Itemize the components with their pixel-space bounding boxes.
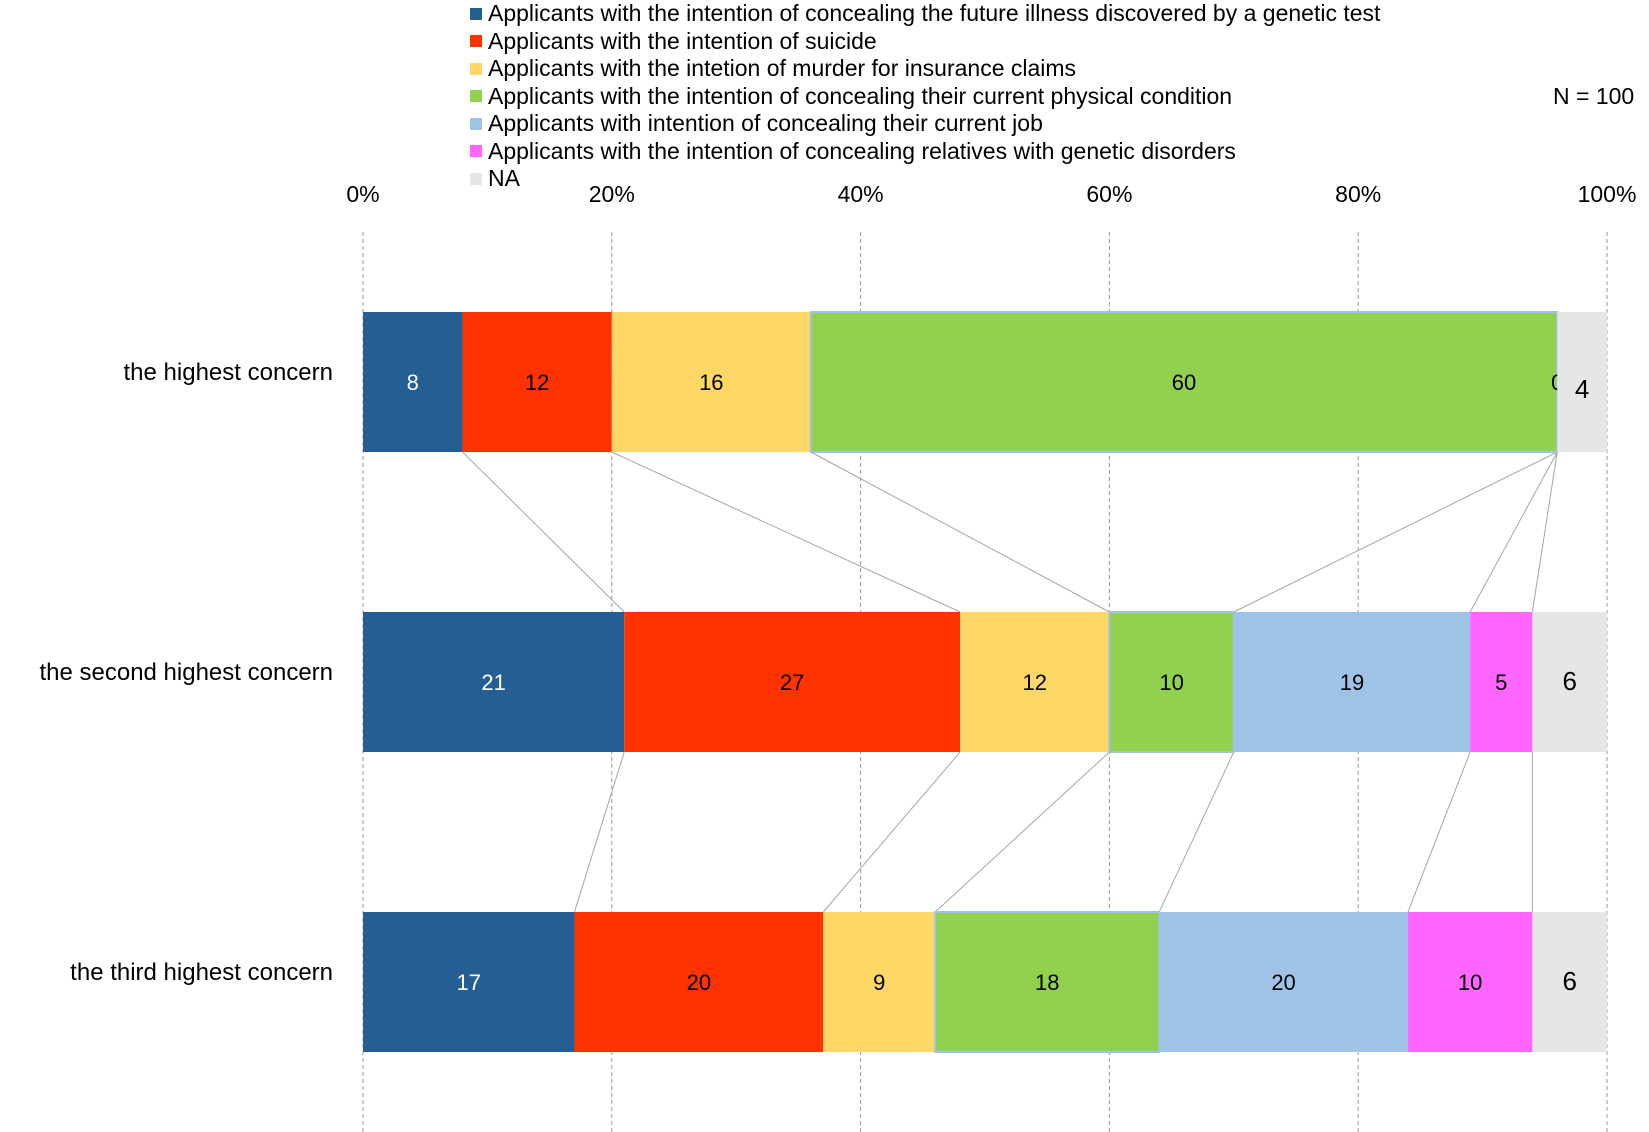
data-label: 19 (1340, 670, 1364, 695)
sample-size-label: N = 100 (1553, 83, 1635, 109)
chart-legend: Applicants with the intention of conceal… (470, 0, 1380, 193)
legend-swatch (470, 62, 482, 75)
category-label: the third highest concern (70, 959, 333, 986)
legend-label: Applicants with the intention of conceal… (488, 137, 1236, 164)
bar-segment (960, 612, 1110, 752)
data-label: 21 (481, 670, 505, 695)
data-label: 6 (1562, 966, 1576, 996)
data-label: 6 (1562, 666, 1576, 696)
bar-segment (1532, 612, 1607, 752)
bar-segment (1108, 611, 1235, 753)
data-label: 10 (1458, 970, 1482, 995)
legend-label: Applicants with the intetion of murder f… (488, 55, 1077, 82)
bar-segment (1532, 912, 1607, 1052)
connector-line (611, 451, 961, 613)
legend-item: NA (470, 165, 1380, 193)
legend-label: Applicants with intention of concealing … (488, 110, 1043, 137)
legend-swatch (470, 145, 482, 158)
connector-line (934, 751, 1110, 913)
connector-line (1158, 751, 1235, 913)
bar-segment (363, 612, 625, 752)
bar-segment (624, 612, 961, 752)
connector-line (1407, 751, 1471, 913)
bar-segment (462, 312, 612, 452)
data-label: 17 (456, 970, 480, 995)
bar-segment (363, 912, 575, 1052)
legend-item: Applicants with the intention of conceal… (470, 138, 1380, 166)
legend-swatch (470, 7, 482, 20)
category-label: the highest concern (124, 359, 333, 386)
legend-swatch (470, 172, 482, 185)
legend-item: Applicants with the intention of conceal… (470, 83, 1380, 111)
data-label: 27 (780, 670, 804, 695)
bar-segment (823, 912, 936, 1052)
bar-segment (574, 912, 824, 1052)
legend-label: NA (488, 165, 520, 192)
bar-segment (1407, 912, 1533, 1052)
data-label: 18 (1035, 970, 1059, 995)
bar-segment (1233, 612, 1471, 752)
x-tick-label: 40% (838, 181, 884, 207)
legend-label: Applicants with the intention of conceal… (488, 0, 1381, 27)
legend-label: Applicants with the intention of conceal… (488, 82, 1233, 109)
legend-swatch (470, 90, 482, 103)
data-label: 8 (407, 370, 419, 395)
bar-segment (1470, 612, 1533, 752)
legend-item: Applicants with the intention of conceal… (470, 0, 1380, 28)
legend-swatch (470, 35, 482, 48)
connector-line (1531, 451, 1558, 613)
data-label: 10 (1159, 670, 1183, 695)
data-label: 16 (699, 370, 723, 395)
bar-segment (809, 311, 1559, 453)
legend-item: Applicants with the intention of suicide (470, 28, 1380, 56)
legend-item: Applicants with intention of concealing … (470, 110, 1380, 138)
connector-line (822, 751, 961, 913)
bar-segment (611, 312, 811, 452)
connector-line (810, 451, 1110, 613)
data-label: 12 (1023, 670, 1047, 695)
connector-line (462, 451, 625, 613)
data-label: 20 (687, 970, 711, 995)
data-label: 4 (1575, 374, 1589, 404)
legend-swatch (470, 117, 482, 130)
connector-line (574, 751, 625, 913)
x-tick-label: 20% (589, 181, 635, 207)
data-label: 12 (525, 370, 549, 395)
data-label: 60 (1172, 370, 1196, 395)
data-label: 9 (873, 970, 885, 995)
x-tick-label: 100% (1578, 181, 1637, 207)
category-label: the second highest concern (39, 659, 333, 686)
bar-segment (934, 911, 1161, 1053)
legend-label: Applicants with the intention of suicide (488, 27, 877, 54)
bar-segment (363, 312, 463, 452)
legend-item: Applicants with the intetion of murder f… (470, 55, 1380, 83)
data-label: 20 (1271, 970, 1295, 995)
bar-segment (1557, 312, 1607, 452)
x-tick-label: 0% (346, 181, 379, 207)
x-tick-label: 80% (1335, 181, 1381, 207)
connector-line (1233, 451, 1558, 613)
x-tick-label: 60% (1086, 181, 1132, 207)
connector-line (1469, 451, 1558, 613)
data-label: 5 (1495, 670, 1507, 695)
bar-segment (1159, 912, 1408, 1052)
